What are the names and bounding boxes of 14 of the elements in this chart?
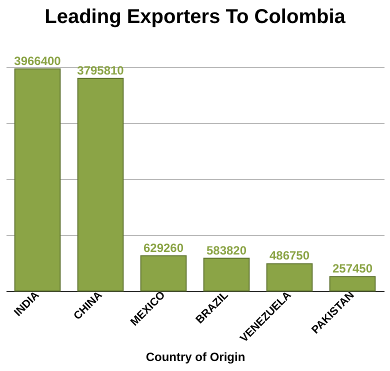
bar [329,276,376,292]
data-label: 3966400 [14,54,62,68]
data-label: 583820 [206,243,247,258]
bar [140,255,187,292]
chart-title: Leading Exporters To Colombia [44,6,346,28]
data-label: 486750 [269,248,310,263]
data-label: 3795810 [77,63,124,78]
bar [77,78,124,292]
x-axis-title: Country of Origin [146,350,246,364]
data-label: 257450 [332,262,373,276]
bar [14,68,61,292]
bar [266,263,313,292]
data-label: 629260 [143,240,184,255]
bar [203,258,250,292]
